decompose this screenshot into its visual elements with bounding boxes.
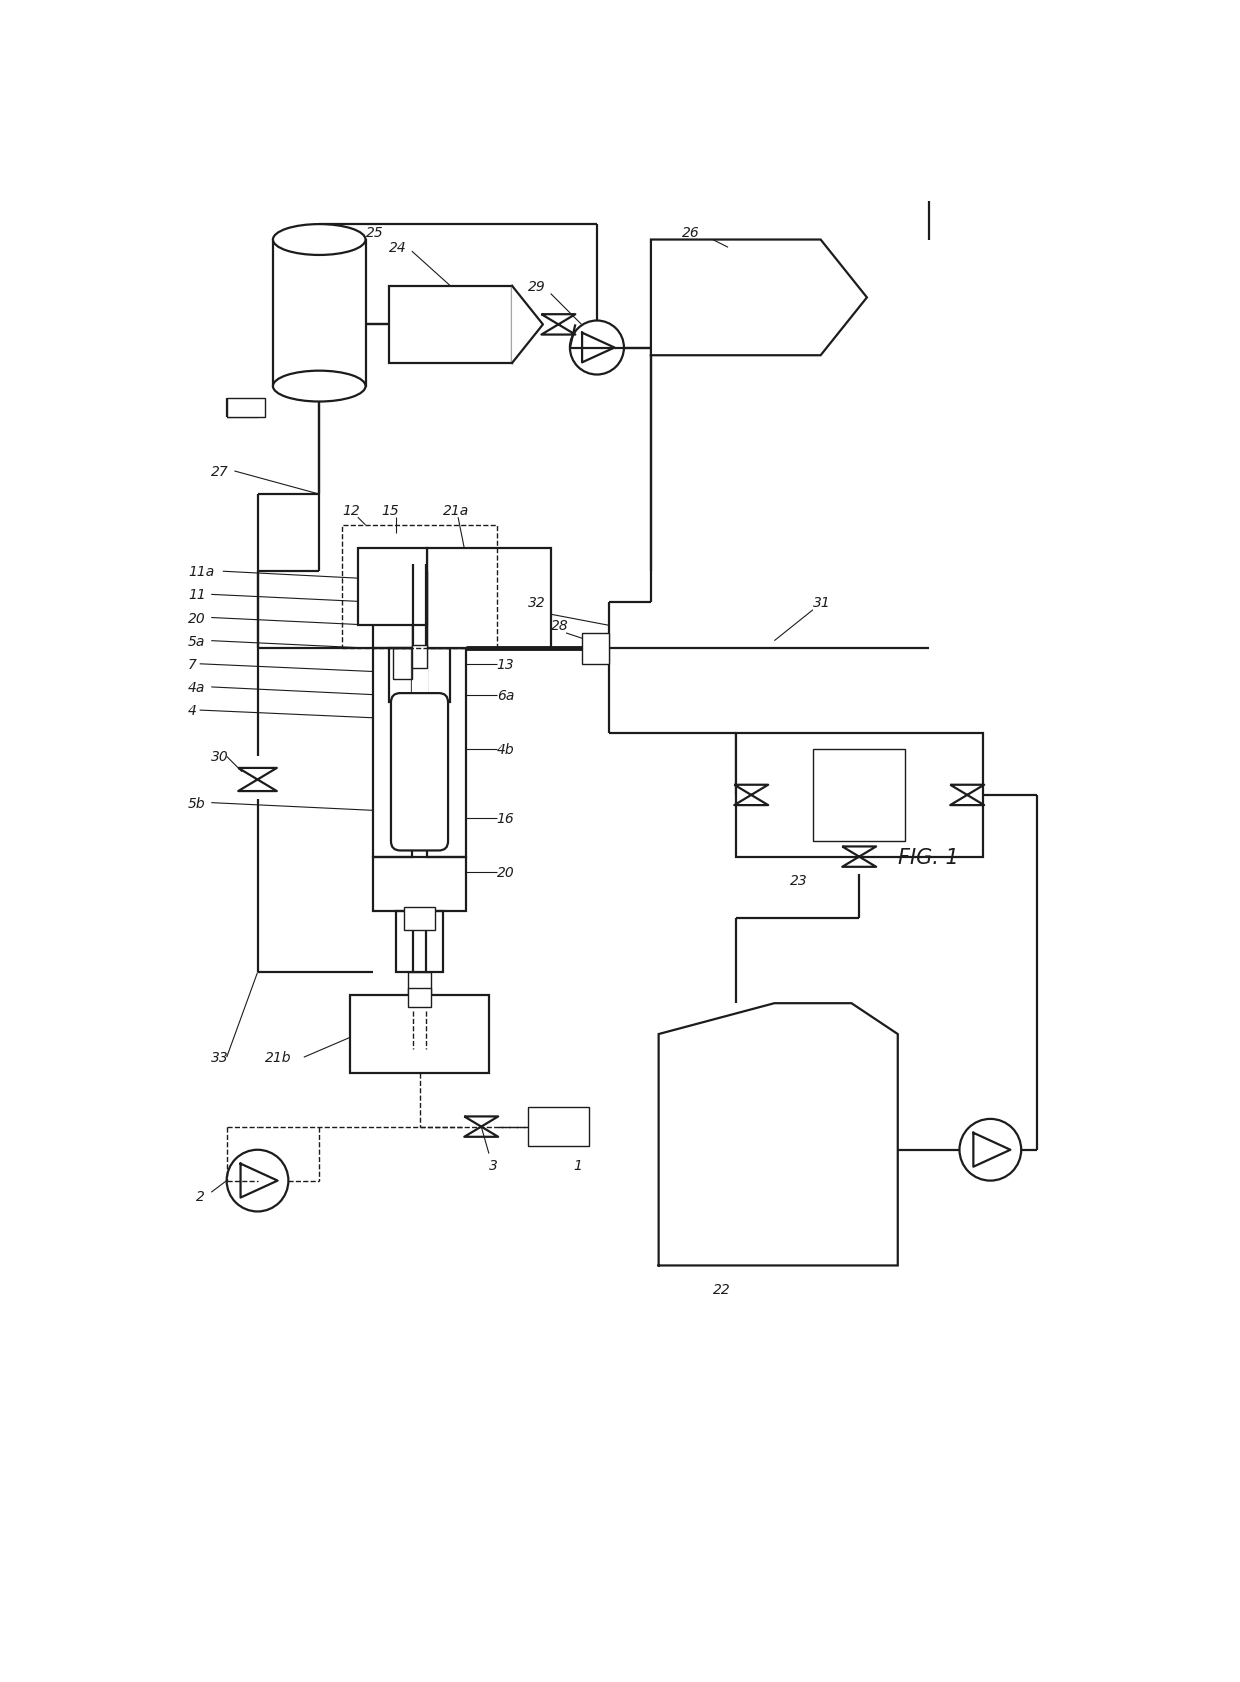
Text: 21a: 21a bbox=[443, 503, 469, 516]
Bar bbox=[527, 1108, 589, 1145]
Bar bbox=[358, 548, 428, 626]
Text: 3: 3 bbox=[489, 1159, 497, 1172]
Polygon shape bbox=[651, 241, 867, 357]
Text: 21b: 21b bbox=[265, 1051, 291, 1065]
FancyBboxPatch shape bbox=[391, 693, 448, 851]
Text: 23: 23 bbox=[790, 873, 807, 886]
Text: 32: 32 bbox=[527, 595, 546, 609]
Text: 30: 30 bbox=[211, 750, 229, 764]
Text: 6: 6 bbox=[414, 765, 424, 780]
Text: 20: 20 bbox=[188, 611, 206, 626]
Bar bbox=[813, 748, 905, 841]
Text: 11: 11 bbox=[188, 589, 206, 602]
Text: 15: 15 bbox=[381, 503, 399, 516]
Text: 4a: 4a bbox=[188, 681, 206, 695]
Bar bbox=[273, 241, 366, 387]
Ellipse shape bbox=[273, 372, 366, 402]
Text: 24: 24 bbox=[388, 241, 407, 256]
Text: FIG. 1: FIG. 1 bbox=[898, 848, 959, 868]
Text: 1: 1 bbox=[574, 1159, 583, 1172]
Bar bbox=[428, 548, 551, 649]
Bar bbox=[373, 572, 466, 649]
Text: 13: 13 bbox=[497, 658, 515, 671]
Text: 22: 22 bbox=[713, 1282, 730, 1295]
Text: 5b: 5b bbox=[188, 796, 206, 811]
Bar bbox=[412, 646, 428, 668]
Text: 20: 20 bbox=[497, 866, 515, 880]
Bar bbox=[412, 572, 428, 649]
Bar bbox=[397, 912, 443, 972]
Polygon shape bbox=[512, 286, 543, 363]
Bar bbox=[428, 649, 466, 858]
Bar bbox=[735, 733, 982, 858]
Bar bbox=[227, 399, 265, 417]
Text: 5a: 5a bbox=[188, 634, 206, 648]
Text: 28: 28 bbox=[551, 619, 568, 632]
Text: 12: 12 bbox=[342, 503, 360, 516]
Bar bbox=[408, 989, 432, 1008]
Bar bbox=[408, 972, 432, 1011]
Ellipse shape bbox=[273, 225, 366, 256]
Text: 4b: 4b bbox=[497, 742, 515, 757]
Text: 16: 16 bbox=[497, 812, 515, 826]
Bar bbox=[388, 286, 512, 363]
Text: 2: 2 bbox=[196, 1189, 205, 1203]
Bar bbox=[388, 649, 450, 703]
Text: 7: 7 bbox=[188, 658, 197, 671]
Bar bbox=[350, 996, 489, 1073]
Text: 25: 25 bbox=[366, 225, 383, 239]
Text: 31: 31 bbox=[813, 595, 831, 609]
Text: 27: 27 bbox=[211, 464, 229, 479]
Polygon shape bbox=[658, 1004, 898, 1267]
Bar bbox=[393, 649, 412, 680]
Bar bbox=[404, 907, 435, 930]
Text: 29: 29 bbox=[527, 279, 546, 294]
Bar bbox=[342, 526, 497, 649]
Bar bbox=[412, 649, 428, 849]
Text: 6a: 6a bbox=[497, 688, 515, 701]
Bar bbox=[373, 858, 466, 912]
Text: 33: 33 bbox=[211, 1051, 229, 1065]
Text: 11a: 11a bbox=[188, 565, 215, 579]
Text: 26: 26 bbox=[682, 225, 699, 239]
Bar bbox=[582, 634, 609, 664]
Text: 4: 4 bbox=[188, 703, 197, 718]
Bar bbox=[373, 649, 412, 858]
